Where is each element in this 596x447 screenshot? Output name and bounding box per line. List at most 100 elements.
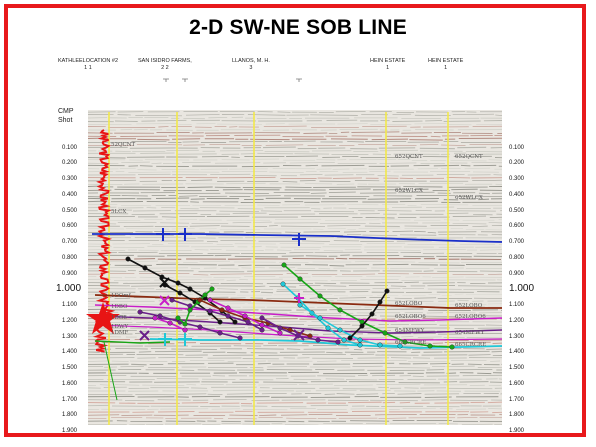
fault-pick-marker [297,302,303,308]
fault-pick-marker [359,323,365,329]
time-tick-label: 0.800 [62,254,78,261]
fault-pick-marker [335,339,341,345]
well-top-marker [156,228,170,241]
time-tick-label: 1.700 [509,396,525,403]
well-top-marker [294,293,304,303]
reflector-trace [88,144,502,146]
time-tick-label: 0.900 [509,270,525,277]
fault-pick-marker [217,330,223,336]
well-top-marker [158,333,172,346]
reflector-trace [88,209,502,213]
time-tick-label: 0.600 [62,223,78,230]
time-tick-label: 0.800 [509,254,525,261]
fault-pick-marker [382,330,388,336]
reflector-trace [88,389,501,392]
well-top-marker [159,277,170,288]
fault-line [282,283,361,346]
fault-line [299,304,401,347]
horizon-label: 652LOBO [395,301,423,307]
reflector-trace [88,422,502,425]
fault-pick-marker [225,305,231,311]
time-tick-label: 1.000 [509,282,535,294]
fault-pick-marker [325,325,331,331]
fault-pick-marker [449,344,455,350]
horizon-labels-left: 52QCNT 5LCX 1DOmf 1DBO 1DO6 1DWY 1DMF [111,142,136,336]
fault-pick-marker [259,322,265,328]
horizon-label: 652LOBO [455,303,483,309]
well-header-hein-estate-1: HEIN ESTATE 1 [370,58,405,72]
reflector-trace [88,350,502,354]
time-tick-label: 0.400 [509,191,525,198]
fault-pick-marker [337,327,343,333]
reflector-trace [88,125,502,129]
fault-pick-marker [197,297,203,303]
well-header-kathleen: KATHLEELOCATION #2 1 1 [58,58,118,72]
reflector-trace [88,215,502,219]
fault-pick-marker [187,307,193,313]
fault-pick-marker [281,262,287,268]
horizon-label: 652WLCX [395,188,423,194]
well-name: LLANOS, M. H. [232,58,270,64]
well-tops-markers [139,228,306,346]
reflector-trace [88,182,502,186]
well-name: SAN ISIDRO FARMS, [138,58,192,64]
reflector-trace [88,248,502,252]
fault-pick-marker [402,339,408,345]
well-number: 1 [444,65,448,71]
fault-pick-marker [207,308,213,314]
time-tick-label: 0.100 [62,144,78,151]
reflector-trace [88,266,502,270]
horizon-label: 652QCNT [455,154,483,160]
reflector-trace [88,221,502,225]
time-tick-label: 0.500 [509,207,525,214]
reflector-trace [88,167,502,171]
well-number: 2 2 [161,65,169,71]
fault-pick-marker [277,330,283,336]
reflector-trace [88,170,499,173]
well-lines [108,112,449,425]
cmp-label: CMP [58,108,74,115]
horizon-labels-right: 652QCNT 652QCNT 652WLCX 652WLCX 652LOBO … [395,154,486,348]
horizon-label: 1DWY [111,324,129,330]
reflector-trace [88,227,502,231]
reflector-trace [88,386,502,390]
fault-pick-marker [259,315,265,321]
horizon-label: 665CRCRE [455,342,486,348]
time-tick-label: 1.500 [509,365,525,371]
reflector-trace [88,395,499,399]
well-top-marker [178,333,192,346]
fault-pick-marker [202,292,208,298]
fault-pick-marker [317,315,323,321]
fault-pick-marker [125,256,131,262]
reflector-trace [88,401,502,405]
reflector-trace [88,191,502,195]
well-header-hein-estate-2: HEIN ESTATE 1 [428,58,463,72]
seismic-reflectors [88,111,502,425]
reflector-trace [88,371,502,375]
figure-title: 2-D SW-NE SOB LINE [189,16,407,39]
fault-pick-marker [384,288,390,294]
reflector-trace [88,417,502,420]
fault-pick-marker [315,337,321,343]
well-number: 3 [249,65,253,71]
well-top-marker [139,330,150,341]
time-tick-label: 0.300 [62,176,78,182]
fault-pick-marker [369,311,375,317]
time-tick-label: 1.900 [509,428,525,434]
well-top-marker [293,329,305,341]
reflector-trace [88,419,502,423]
reflector-trace [88,263,502,267]
well-top-marker [159,295,170,306]
reflector-trace [88,137,502,141]
time-tick-label: 1.200 [509,317,525,324]
shot-label: Shot [58,117,73,124]
cmp-shot-label: CMP Shot [58,107,74,125]
reflector-trace [88,374,502,377]
horizon-purple [94,315,503,334]
reflector-trace [88,356,502,360]
reflector-trace [88,359,501,362]
reflector-trace [88,254,502,258]
reflector-trace [88,197,502,201]
reflector-trace [88,152,502,156]
horizon-magenta [94,304,503,322]
